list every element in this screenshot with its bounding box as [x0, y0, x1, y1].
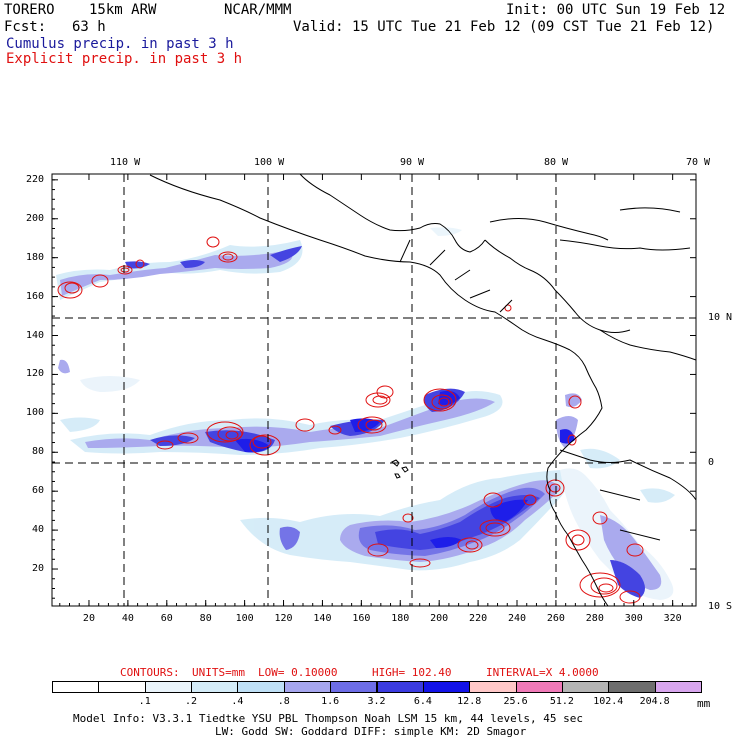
- x-tick-label: 20: [82, 613, 95, 624]
- x-tick-label: 120: [274, 613, 293, 624]
- colorbar-swatch: [469, 681, 517, 693]
- init-time: Init: 00 UTC Sun 19 Feb 12: [506, 2, 726, 18]
- lon-label-90w: 90 W: [400, 157, 425, 168]
- y-tick-label: 40: [31, 524, 44, 536]
- x-tick-label: 100: [235, 613, 254, 624]
- forecast-hour: 63 h: [72, 19, 106, 35]
- contours-units: UNITS=mm: [192, 666, 245, 679]
- x-tick-label: 180: [391, 613, 410, 624]
- x-tick-label: 200: [430, 613, 449, 624]
- contours-high: HIGH= 102.40: [372, 666, 452, 679]
- y-tick-label: 140: [25, 329, 44, 341]
- cumulus-legend-line: Cumulus precip. in past 3 h: [6, 36, 234, 52]
- y-tick-label: 20: [31, 563, 44, 575]
- colorbar-swatch: [654, 681, 702, 693]
- x-tick-label: 320: [663, 613, 682, 624]
- explicit-precip-contours: [57, 236, 644, 604]
- valid-time: Valid: 15 UTC Tue 21 Feb 12 (09 CST Tue …: [293, 19, 715, 35]
- colorbar-swatch: [283, 681, 332, 693]
- contours-prefix: CONTOURS:: [120, 666, 180, 679]
- colorbar-label: 204.8: [639, 696, 670, 707]
- colorbar-label: 51.2: [549, 696, 574, 707]
- x-tick-label: 300: [624, 613, 643, 624]
- coastlines: [149, 173, 697, 607]
- model-info-line: Model Info: V3.3.1 Tiedtke YSU PBL Thomp…: [73, 712, 583, 725]
- y-tick-label: 120: [25, 368, 44, 380]
- colorbar-swatch: [608, 681, 656, 693]
- y-tick-label: 220: [25, 173, 44, 185]
- colorbar-swatch: [144, 681, 193, 693]
- lon-label-110w: 110 W: [110, 157, 141, 168]
- colorbar-unit: mm: [697, 697, 711, 710]
- colorbar-label: .2: [185, 696, 198, 707]
- x-tick-label: 60: [160, 613, 173, 624]
- y-tick-label: 160: [25, 290, 44, 302]
- lat-label-0: 0: [708, 457, 715, 468]
- colorbar-swatch: [515, 681, 563, 693]
- contours-low: LOW= 0.10000: [258, 666, 338, 679]
- colorbar-swatch: [52, 681, 100, 693]
- colorbar-swatch: [376, 681, 424, 693]
- colorbar-swatch: [330, 681, 378, 693]
- x-tick-label: 160: [352, 613, 371, 624]
- x-tick-label: 240: [507, 613, 527, 624]
- model-resolution: 15km ARW: [89, 2, 157, 18]
- contours-interval: INTERVAL=X 4.0000: [486, 666, 599, 679]
- colorbar-label: 6.4: [413, 696, 432, 707]
- colorbar-swatch: [237, 681, 285, 693]
- physics-info-line: LW: Godd SW: Goddard DIFF: simple KM: 2D…: [215, 725, 527, 738]
- organization: NCAR/MMM: [224, 2, 292, 18]
- model-name: TORERO: [4, 2, 55, 18]
- lon-label-80w: 80 W: [544, 157, 569, 168]
- colorbar-label: .4: [231, 696, 244, 707]
- axis-ticks: [52, 174, 696, 606]
- lat-label-10s: 10 S: [708, 601, 733, 612]
- x-tick-label: 280: [585, 613, 604, 624]
- colorbar-label: .8: [277, 696, 290, 707]
- colorbar-label: 1.6: [321, 696, 340, 707]
- x-tick-label: 80: [199, 613, 212, 624]
- x-tick-label: 140: [313, 613, 332, 624]
- colorbar-label: 12.8: [457, 696, 482, 707]
- colorbar-label: 3.2: [367, 696, 386, 707]
- y-tick-label: 60: [31, 485, 44, 497]
- colorbar-swatch: [561, 681, 610, 693]
- x-tick-label: 220: [469, 613, 488, 624]
- colorbar-swatch: [422, 681, 471, 693]
- y-tick-label: 180: [25, 251, 44, 263]
- colorbar-swatch: [98, 681, 146, 693]
- forecast-label: Fcst:: [4, 19, 47, 35]
- lon-label-70w: 70 W: [686, 157, 711, 168]
- x-tick-label: 40: [121, 613, 134, 624]
- lat-lon-grid: [52, 174, 696, 606]
- colorbar-label: 25.6: [503, 696, 528, 707]
- colorbar-label: .1: [138, 696, 151, 707]
- y-tick-label: 200: [25, 212, 44, 224]
- lon-label-100w: 100 W: [254, 157, 285, 168]
- y-tick-label: 80: [31, 446, 44, 458]
- colorbar-label: 102.4: [593, 696, 624, 707]
- y-tick-label: 100: [25, 407, 44, 419]
- colorbar-swatch: [191, 681, 239, 693]
- lat-label-10n: 10 N: [708, 312, 733, 323]
- x-tick-label: 260: [546, 613, 565, 624]
- explicit-legend-line: Explicit precip. in past 3 h: [6, 51, 243, 67]
